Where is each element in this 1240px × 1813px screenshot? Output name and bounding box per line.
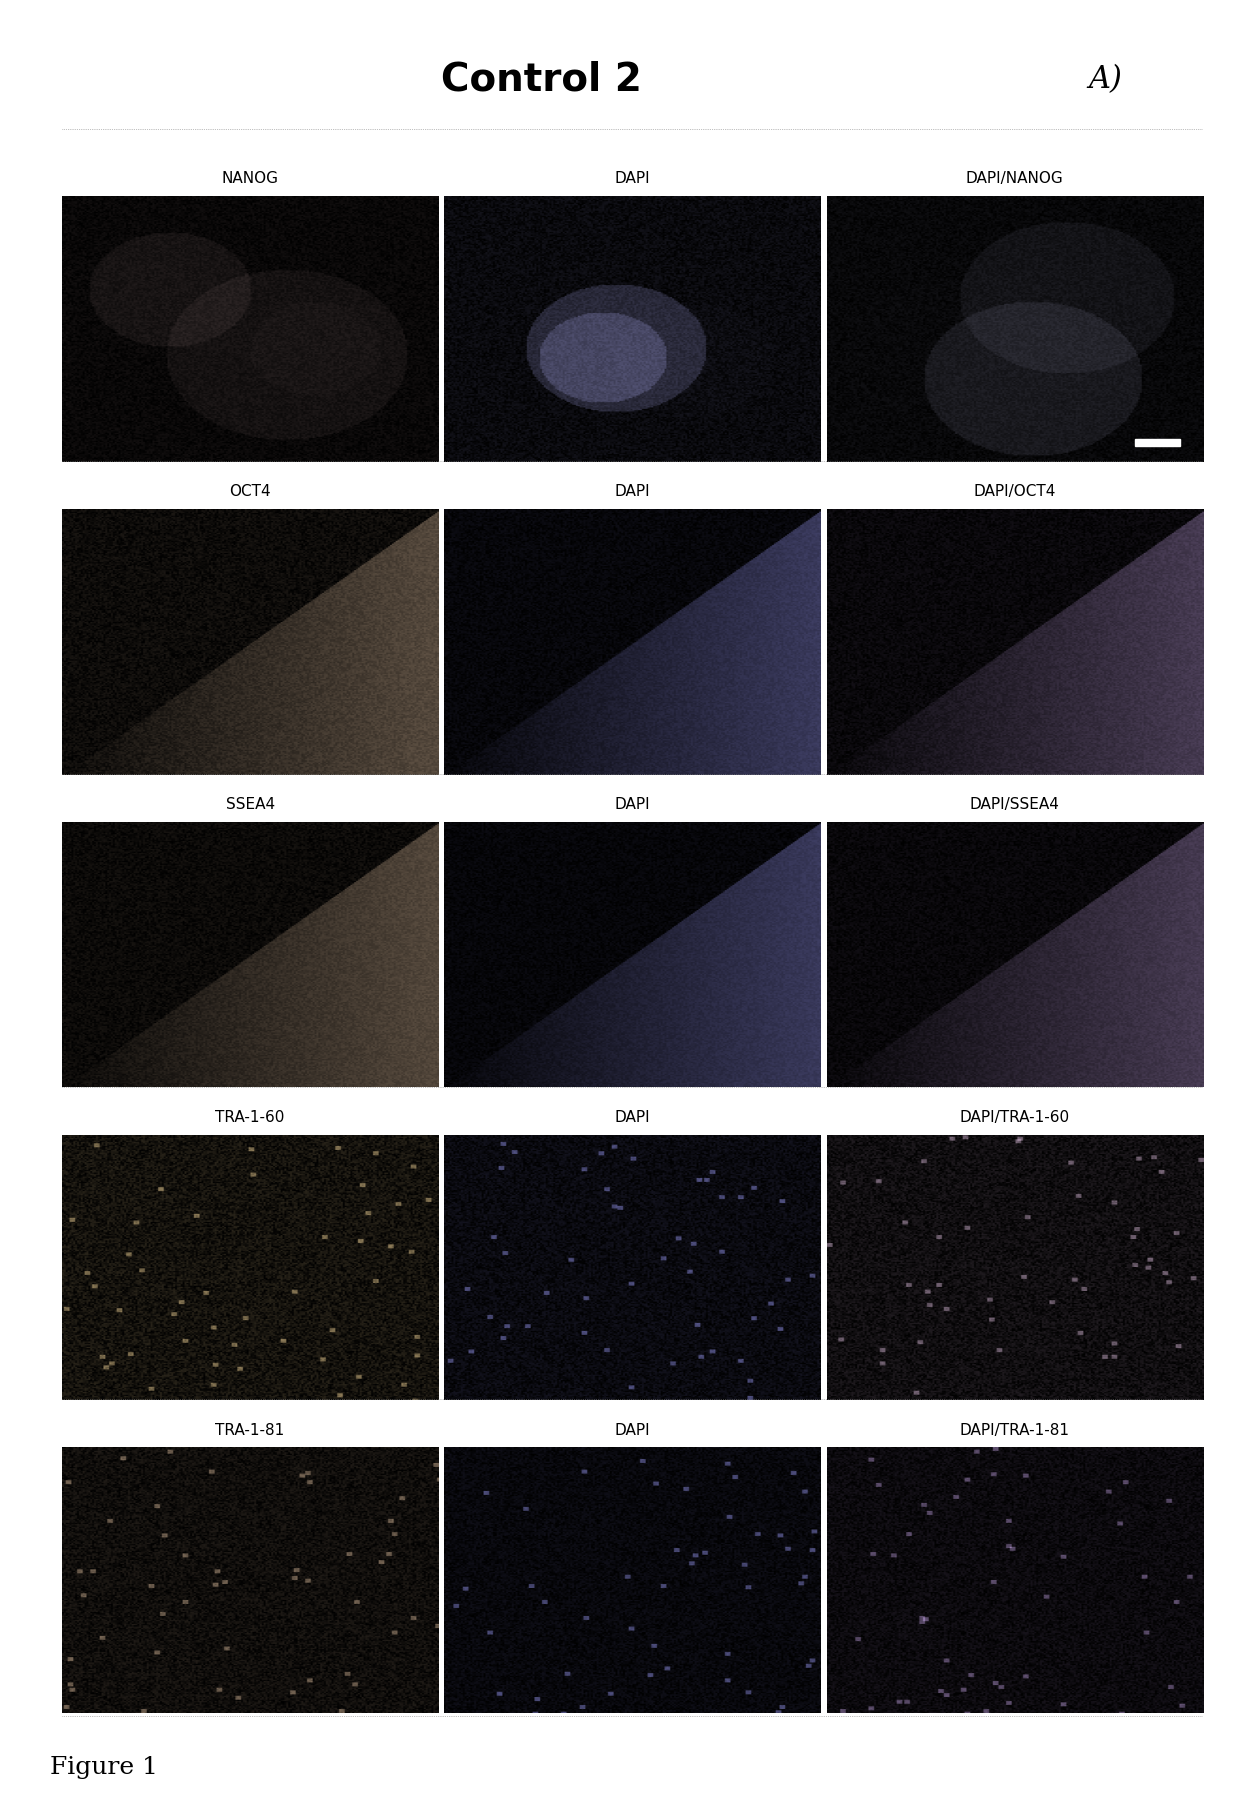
Text: DAPI/NANOG: DAPI/NANOG — [966, 170, 1064, 187]
Text: NANOG: NANOG — [222, 170, 279, 187]
Text: Figure 1: Figure 1 — [50, 1757, 157, 1779]
Text: TRA-1-60: TRA-1-60 — [216, 1110, 285, 1124]
Text: DAPI/OCT4: DAPI/OCT4 — [973, 484, 1056, 499]
Text: A): A) — [1089, 63, 1122, 94]
Bar — [1135, 439, 1180, 446]
Text: DAPI: DAPI — [615, 484, 650, 499]
Text: TRA-1-81: TRA-1-81 — [216, 1423, 285, 1438]
Text: DAPI/TRA-1-60: DAPI/TRA-1-60 — [960, 1110, 1070, 1124]
Text: DAPI/TRA-1-81: DAPI/TRA-1-81 — [960, 1423, 1070, 1438]
Text: DAPI: DAPI — [615, 1423, 650, 1438]
Text: DAPI: DAPI — [615, 798, 650, 812]
Text: DAPI: DAPI — [615, 170, 650, 187]
Text: OCT4: OCT4 — [229, 484, 270, 499]
Text: DAPI/SSEA4: DAPI/SSEA4 — [970, 798, 1060, 812]
Text: Control 2: Control 2 — [440, 60, 641, 98]
Text: SSEA4: SSEA4 — [226, 798, 274, 812]
Text: DAPI: DAPI — [615, 1110, 650, 1124]
